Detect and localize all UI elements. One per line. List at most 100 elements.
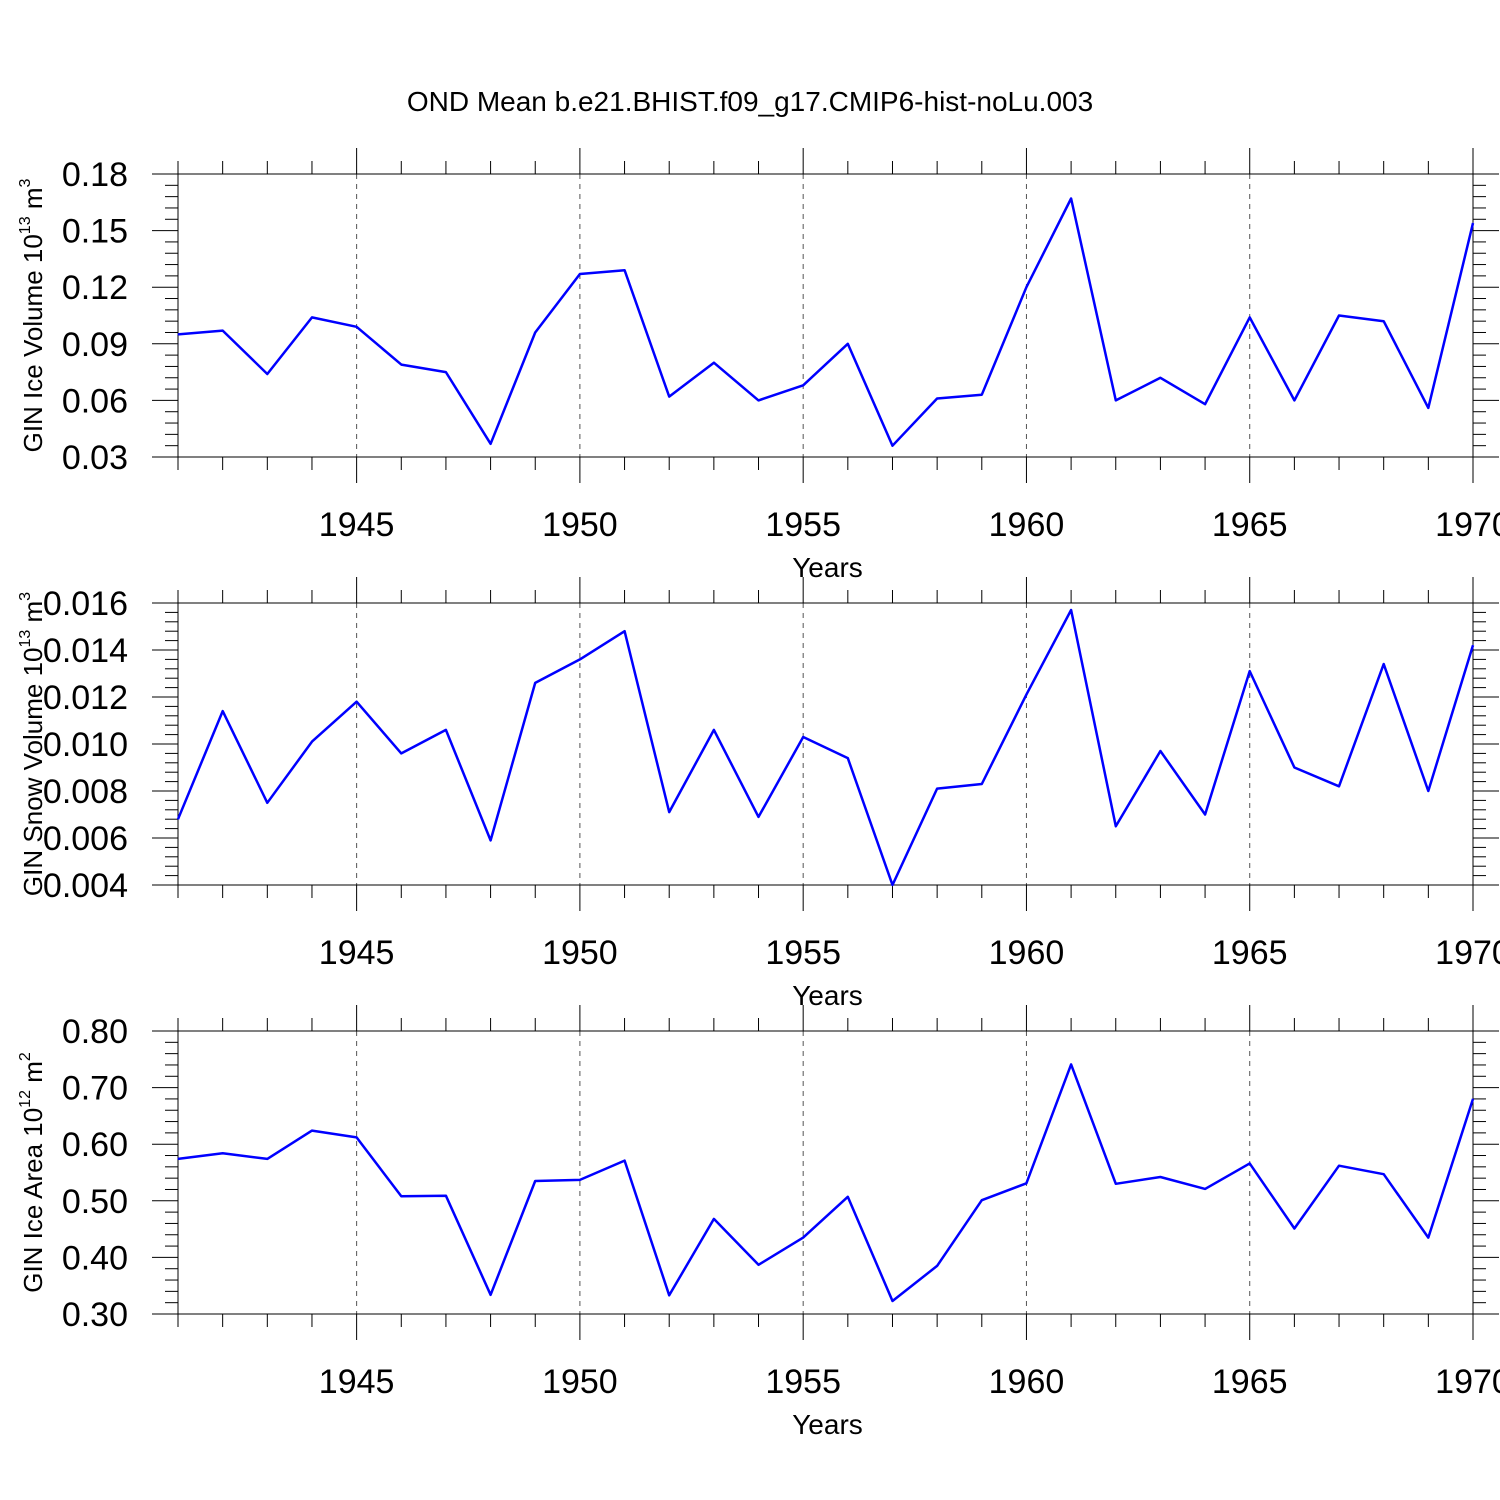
y-axis-label: GIN Ice Volume 1013 m3 (17, 178, 48, 452)
x-tick-label: 1950 (542, 506, 618, 544)
y-tick-label: 0.18 (62, 156, 128, 194)
y-tick-label: 0.60 (62, 1126, 128, 1164)
x-tick-label: 1965 (1212, 506, 1288, 544)
y-axis-label-unit: m (18, 1061, 48, 1090)
data-point (1115, 399, 1117, 401)
data-point (1383, 663, 1385, 665)
data-point (1249, 670, 1251, 672)
x-tick-label: 1955 (765, 506, 841, 544)
data-point (534, 682, 536, 684)
data-point (579, 658, 581, 660)
data-point (1025, 286, 1027, 288)
data-point (1427, 1237, 1429, 1239)
x-tick-label: 1955 (765, 1363, 841, 1401)
data-point (1338, 315, 1340, 316)
data-point (1115, 825, 1117, 827)
plot-frame (177, 602, 1474, 886)
y-tick-label: 0.006 (43, 820, 128, 858)
data-point (847, 343, 849, 345)
plot-frame (177, 1030, 1474, 1315)
data-point (936, 398, 938, 400)
data-point (891, 884, 893, 886)
y-axis-label-exponent: 13 (17, 630, 34, 648)
data-point (624, 630, 626, 632)
data-point (311, 1130, 313, 1132)
data-point (1293, 767, 1295, 768)
data-point (266, 802, 268, 804)
y-tick-label: 0.016 (43, 585, 128, 623)
data-point (713, 1218, 715, 1220)
y-axis-label-main: GIN Ice Volume 10 (18, 234, 48, 452)
data-point (177, 818, 179, 820)
y-axis-label-exponent: 13 (17, 216, 34, 234)
data-point (891, 1300, 893, 1302)
data-point (490, 1294, 492, 1296)
y-axis-label-unit-exponent: 3 (17, 592, 34, 601)
y-tick-label: 0.03 (62, 439, 128, 477)
data-point (624, 1160, 626, 1162)
panels-container: 1945 1950 1955 1960 1965 1970 Years 0.03 0.06 0.0… (17, 148, 1500, 1440)
data-point (1383, 320, 1385, 322)
series-line (177, 1063, 1475, 1303)
data-point (668, 1294, 670, 1296)
data-point (1159, 1176, 1161, 1178)
data-point (847, 1196, 849, 1198)
y-axis-label-main: GIN Ice Area 10 (18, 1108, 48, 1293)
data-point (490, 443, 492, 445)
data-point (356, 1136, 358, 1138)
data-point (624, 269, 626, 271)
data-point (1293, 399, 1295, 401)
y-tick-label: 0.012 (43, 679, 128, 717)
x-tick-label: 1945 (319, 506, 395, 544)
y-axis-label-main: GIN Snow Volume 10 (18, 648, 48, 897)
data-point (1204, 1188, 1206, 1190)
data-point (400, 752, 402, 754)
data-point (356, 326, 358, 328)
data-point (1427, 790, 1429, 792)
data-point (311, 741, 313, 743)
data-point (668, 811, 670, 813)
y-tick-label: 0.70 (62, 1070, 128, 1108)
y-tick-label: 0.40 (62, 1239, 128, 1277)
x-tick-label: 1960 (989, 1363, 1065, 1401)
y-axis-label: GIN Snow Volume 1013 m3 (17, 592, 48, 896)
data-point (891, 445, 893, 447)
data-point (936, 788, 938, 790)
data-point (1204, 814, 1206, 815)
data-point (713, 362, 715, 364)
data-point (981, 783, 983, 785)
data-point (534, 1180, 536, 1182)
y-axis-label-unit-exponent: 3 (17, 178, 34, 187)
panel-2: 1945 1950 1955 1960 1965 1970 Years 0.004 0.006 0… (17, 577, 1500, 1011)
data-point (981, 1199, 983, 1201)
data-point (802, 384, 804, 386)
data-point (1338, 785, 1340, 787)
data-point (534, 331, 536, 333)
data-point (177, 1158, 179, 1160)
data-point (1159, 377, 1161, 379)
x-tick-label: 1965 (1212, 934, 1288, 972)
data-point (1427, 407, 1429, 409)
y-axis-label-unit-exponent: 2 (17, 1052, 34, 1061)
data-point (1249, 1162, 1251, 1164)
x-axis-label: Years (792, 1409, 863, 1440)
data-point (1115, 1183, 1117, 1185)
data-point (1025, 1182, 1027, 1184)
data-point (1472, 644, 1474, 646)
data-point (1249, 316, 1251, 318)
data-point (266, 373, 268, 375)
data-point (1204, 403, 1206, 405)
data-point (1472, 222, 1474, 224)
plot-frame (177, 173, 1474, 458)
data-point (1070, 609, 1072, 611)
data-point (1070, 1063, 1072, 1065)
y-axis-label: GIN Ice Area 1012 m2 (17, 1052, 48, 1293)
x-tick-label: 1960 (989, 506, 1065, 544)
y-tick-label: 0.12 (62, 269, 128, 307)
y-tick-label: 0.06 (62, 382, 128, 420)
y-axis-label-unit: m (18, 601, 48, 630)
y-tick-label: 0.010 (43, 726, 128, 764)
data-point (266, 1158, 268, 1160)
panel-3: 1945 1950 1955 1960 1965 1970 Years 0.30 0.40 0.5… (17, 1005, 1500, 1440)
